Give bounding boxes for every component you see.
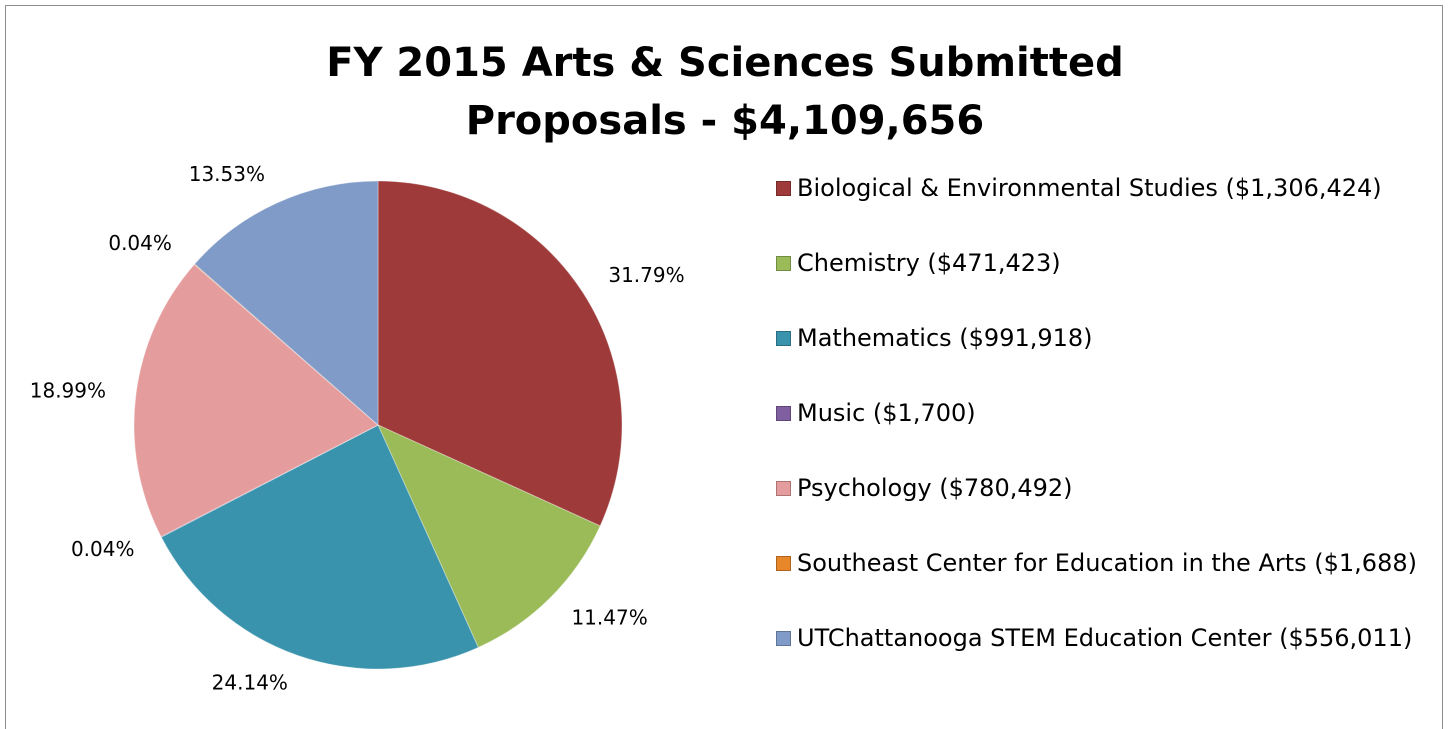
legend-item: Music ($1,700) <box>776 395 1426 431</box>
legend-item: Mathematics ($991,918) <box>776 320 1426 356</box>
pie-slice <box>193 180 379 427</box>
pie-slice <box>193 263 379 426</box>
legend-item: Southeast Center for Education in the Ar… <box>776 545 1426 581</box>
legend-swatch <box>776 406 791 421</box>
legend-label: Mathematics ($991,918) <box>797 324 1093 352</box>
pie-slice <box>133 263 379 538</box>
pie-slice <box>376 423 601 649</box>
legend-label: Southeast Center for Education in the Ar… <box>797 549 1417 577</box>
legend-swatch <box>776 631 791 646</box>
legend-label: Psychology ($780,492) <box>797 474 1073 502</box>
data-label: 24.14% <box>212 670 288 694</box>
legend-item: Chemistry ($471,423) <box>776 245 1426 281</box>
legend-swatch <box>776 181 791 196</box>
data-label: 18.99% <box>30 378 106 402</box>
pie-slice <box>377 180 623 527</box>
pie-slice <box>160 424 479 670</box>
data-label: 31.79% <box>608 263 684 287</box>
legend-swatch <box>776 256 791 271</box>
legend-label: Chemistry ($471,423) <box>797 249 1061 277</box>
chart-title: FY 2015 Arts & Sciences Submitted Propos… <box>326 40 1124 144</box>
legend-item: Biological & Environmental Studies ($1,3… <box>776 170 1426 206</box>
legend-item: Psychology ($780,492) <box>776 470 1426 506</box>
legend-item: UTChattanooga STEM Education Center ($55… <box>776 620 1426 656</box>
legend-swatch <box>776 556 791 571</box>
legend-swatch <box>776 331 791 346</box>
data-label: 11.47% <box>571 606 647 630</box>
chart-frame <box>5 5 1443 729</box>
legend-label: Music ($1,700) <box>797 399 976 427</box>
legend-label: Biological & Environmental Studies ($1,3… <box>797 174 1382 202</box>
legend-swatch <box>776 481 791 496</box>
data-label: 0.04% <box>108 231 172 255</box>
data-label: 0.04% <box>71 537 135 561</box>
legend-label: UTChattanooga STEM Education Center ($55… <box>797 624 1413 652</box>
data-label: 13.53% <box>189 162 265 186</box>
